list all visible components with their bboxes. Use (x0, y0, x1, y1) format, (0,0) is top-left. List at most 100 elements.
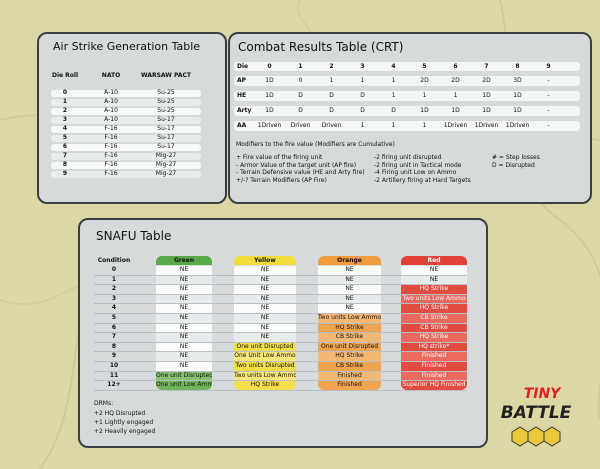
modifier-text: - Terrain Defensive value (HE and Arty f… (236, 169, 365, 176)
modifier-text: # = Step losses (492, 154, 540, 161)
table-row (51, 171, 201, 178)
modifier-text: +/-? Terrain Modifiers (AP Fire) (236, 176, 327, 184)
table-cell: D (298, 107, 303, 114)
table-cell: Finished (318, 371, 381, 381)
column-header: 8 (515, 63, 520, 70)
modifier-text: + Fire value of the firing unit (236, 154, 323, 161)
table-cell: 10 (109, 362, 119, 369)
column-header: Green (156, 256, 212, 265)
table-cell: NE (234, 294, 296, 304)
table-cell: 3 (111, 294, 117, 302)
table-cell: NE (318, 285, 381, 294)
table-cell: 8 (62, 161, 68, 168)
drm-text: +1 Lightly engaged (94, 419, 154, 426)
table-cell: AA (237, 122, 247, 129)
column-header: Die (237, 63, 249, 70)
table-cell: NE (156, 314, 212, 323)
panel-title: SNAFU Table (96, 229, 172, 243)
table-cell: 6 (111, 323, 117, 331)
table-row (51, 144, 201, 151)
table-row (94, 352, 467, 362)
table-cell: 7 (62, 152, 68, 159)
table-cell: 1 (422, 92, 427, 99)
drm-text: +2 HQ Disrupted (94, 410, 146, 417)
modifiers-title: Modifiers to the fire value (Modifiers a… (236, 141, 395, 148)
table-cell: D (329, 107, 334, 114)
table-cell: NE (318, 294, 381, 304)
snafu-panel: SNAFU Table Condition Green Yellow Orange Re… (78, 218, 488, 448)
table-row (94, 266, 467, 276)
column-header: Yellow (234, 256, 296, 265)
table-cell: 1 (422, 122, 427, 129)
table-cell: Two units Low Ammo (318, 314, 381, 323)
table-cell: NE (156, 352, 212, 361)
table-cell: HQ Strike (401, 285, 467, 294)
table-cell: AP (237, 77, 247, 84)
table-cell: 1D (265, 107, 274, 114)
table-row (94, 333, 467, 343)
table-cell: NE (234, 323, 296, 333)
table-cell: Su-25 (157, 107, 175, 114)
table-row (94, 314, 467, 324)
column-header: 5 (422, 63, 427, 70)
table-row (51, 162, 201, 169)
table-row (234, 121, 580, 131)
table-cell: 9 (111, 352, 117, 360)
table-cell: Su-17 (157, 134, 175, 141)
table-row (51, 153, 201, 160)
table-cell: Su-25 (157, 98, 175, 105)
table-cell: 4 (111, 304, 117, 312)
table-cell: CB Strike (318, 362, 381, 371)
table-cell: 1D (420, 107, 429, 114)
table-cell: Two units Low Ammo (401, 294, 467, 304)
table-cell: 1 (391, 77, 396, 84)
table-cell: A-10 (104, 98, 118, 105)
table-cell: F-16 (104, 161, 118, 168)
table-cell: A-10 (104, 116, 118, 123)
table-cell: Finished (318, 381, 381, 390)
table-cell: NE (234, 266, 296, 275)
table-cell: HQ strike* (401, 342, 467, 352)
table-cell: 7 (111, 333, 117, 341)
table-row (51, 108, 201, 115)
table-cell: 1D (513, 107, 522, 114)
table-row (94, 295, 467, 305)
modifier-text: -2 Artillery firing at Hard Targets (374, 176, 471, 184)
panel-title: Air Strike Generation Table (53, 40, 201, 53)
table-cell: D (360, 92, 365, 99)
table-cell: NE (318, 266, 381, 275)
modifier-text: - Armor Value of the target unit (AP fir… (236, 161, 357, 169)
table-cell: Finished (401, 362, 467, 371)
table-row (51, 135, 201, 142)
table-cell: 2D (451, 77, 460, 84)
table-cell: NE (156, 342, 212, 352)
table-cell: CB Strike (401, 314, 467, 323)
table-cell: 11 (109, 371, 119, 379)
table-cell: 1Driven (505, 122, 530, 129)
column-header: WARSAW PACT (140, 72, 191, 79)
table-cell: One Unit Low Ammo (234, 352, 296, 361)
table-row (94, 381, 467, 391)
table-cell: Finished (401, 371, 467, 381)
table-cell: NE (318, 275, 381, 285)
table-cell: NE (318, 304, 381, 313)
column-header: 6 (453, 63, 458, 70)
column-header: 0 (267, 63, 272, 70)
table-cell: One unit Low Ammo (156, 381, 212, 390)
table-cell: 5 (62, 134, 68, 141)
table-cell: 1D (451, 107, 460, 114)
table-row (94, 362, 467, 372)
table-cell: Mig-27 (155, 170, 177, 177)
table-row (94, 372, 467, 382)
table-row (94, 276, 467, 286)
table-cell: 1Driven (257, 122, 282, 129)
table-cell: NE (156, 323, 212, 333)
logo-line2: BATTLE (501, 403, 572, 423)
table-cell: 0 (111, 266, 117, 273)
column-header: 2 (329, 63, 334, 70)
table-row (51, 126, 201, 133)
table-cell: Su-25 (157, 89, 175, 96)
column-header: NATO (101, 72, 121, 79)
table-cell: HQ Strike (401, 333, 467, 342)
